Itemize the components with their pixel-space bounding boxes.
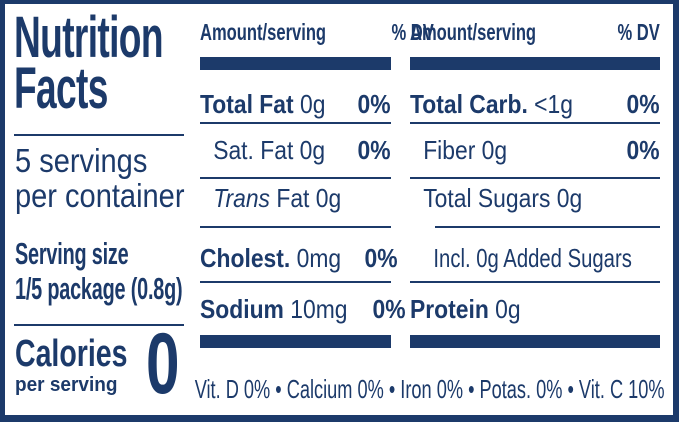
nutrient-amount: 0g	[488, 293, 521, 324]
nutrient-row-total-carb: Total Carb. <1g 0%	[410, 89, 660, 119]
calories-value: 0	[146, 316, 180, 412]
percent-dv-header: % DV	[617, 18, 660, 45]
nutrient-row-cholesterol: Cholest. 0mg 0%	[200, 242, 398, 273]
row-divider	[200, 281, 391, 283]
row-divider	[200, 226, 391, 228]
amount-serving-header: Amount/serving	[410, 18, 537, 45]
section-bar	[410, 335, 660, 348]
row-divider	[410, 122, 660, 124]
nutrient-amount: Incl. 0g Added Sugars	[433, 242, 632, 273]
row-divider	[200, 177, 391, 179]
nutrient-amount: Fiber 0g	[423, 134, 508, 165]
servings-count: 5 servings	[15, 142, 148, 179]
servings-per-container: per container	[15, 177, 185, 214]
row-divider	[410, 281, 660, 283]
dv-value: 0%	[626, 88, 660, 119]
calories-subtext: per serving	[15, 374, 118, 396]
nutrient-column-1: Amount/serving % DV Total Fat 0g 0% Sat.…	[200, 0, 434, 422]
nutrient-row-total-fat: Total Fat 0g 0%	[200, 89, 391, 119]
nutrition-facts-title-line1: Nutrition	[14, 5, 164, 70]
row-divider-indented	[435, 226, 660, 228]
nutrient-amount: Total Sugars 0g	[423, 182, 583, 213]
nutrient-row-added-sugars: Incl. 0g Added Sugars 0%	[410, 243, 660, 273]
row-divider	[200, 122, 391, 124]
nutrient-row-fiber: Fiber 0g 0%	[410, 135, 660, 165]
nutrient-amount: 0mg	[290, 242, 342, 273]
nutrient-name: Trans	[213, 182, 270, 213]
dv-value: 0%	[364, 242, 398, 273]
nutrient-name: Total Carb.	[410, 88, 528, 119]
nutrient-name: Protein	[410, 293, 489, 324]
percent-dv-header: % DV	[391, 18, 434, 45]
section-bar	[410, 57, 660, 70]
calories-label: Calories	[15, 333, 128, 375]
dv-value: 0%	[357, 134, 391, 165]
nutrient-column-2: Amount/serving % DV Total Carb. <1g 0% F…	[410, 0, 660, 422]
nutrient-amount: Fat 0g	[269, 182, 342, 213]
amount-serving-header: Amount/serving	[200, 18, 327, 45]
nutrient-amount: <1g	[527, 88, 573, 119]
nutrient-amount: Sat. Fat 0g	[213, 134, 326, 165]
nutrient-row-protein: Protein 0g	[410, 294, 660, 324]
section-bar	[200, 57, 391, 70]
serving-size-value: 1/5 package (0.8g)	[15, 271, 183, 306]
nutrient-name: Sodium	[200, 293, 284, 324]
nutrition-facts-title-line2: Facts	[14, 56, 108, 121]
nutrient-row-total-sugars: Total Sugars 0g	[410, 183, 660, 213]
dv-value: 0%	[626, 134, 660, 165]
column-2-header: Amount/serving % DV	[410, 18, 660, 46]
nutrient-row-trans-fat: Trans Fat 0g	[200, 183, 391, 213]
dv-value: 0%	[357, 88, 391, 119]
nutrient-row-sodium: Sodium 10mg 0%	[200, 293, 405, 324]
nutrient-name: Total Fat	[200, 88, 294, 119]
serving-size-divider	[14, 324, 184, 326]
nutrient-amount: 10mg	[283, 293, 348, 324]
micronutrients-text: Vit. D 0% • Calcium 0% • Iron 0% • Potas…	[195, 373, 665, 404]
micronutrients-line: Vit. D 0% • Calcium 0% • Iron 0% • Potas…	[195, 373, 665, 405]
nutrient-name: Cholest.	[200, 242, 291, 273]
nutrient-row-sat-fat: Sat. Fat 0g 0%	[200, 135, 391, 165]
serving-size-label: Serving size	[15, 236, 129, 271]
dv-value: 0%	[372, 293, 406, 324]
title-divider	[14, 134, 184, 136]
column-1-header: Amount/serving % DV	[200, 18, 434, 46]
row-divider	[410, 177, 660, 179]
section-bar	[200, 335, 391, 348]
nutrient-amount: 0g	[293, 88, 326, 119]
